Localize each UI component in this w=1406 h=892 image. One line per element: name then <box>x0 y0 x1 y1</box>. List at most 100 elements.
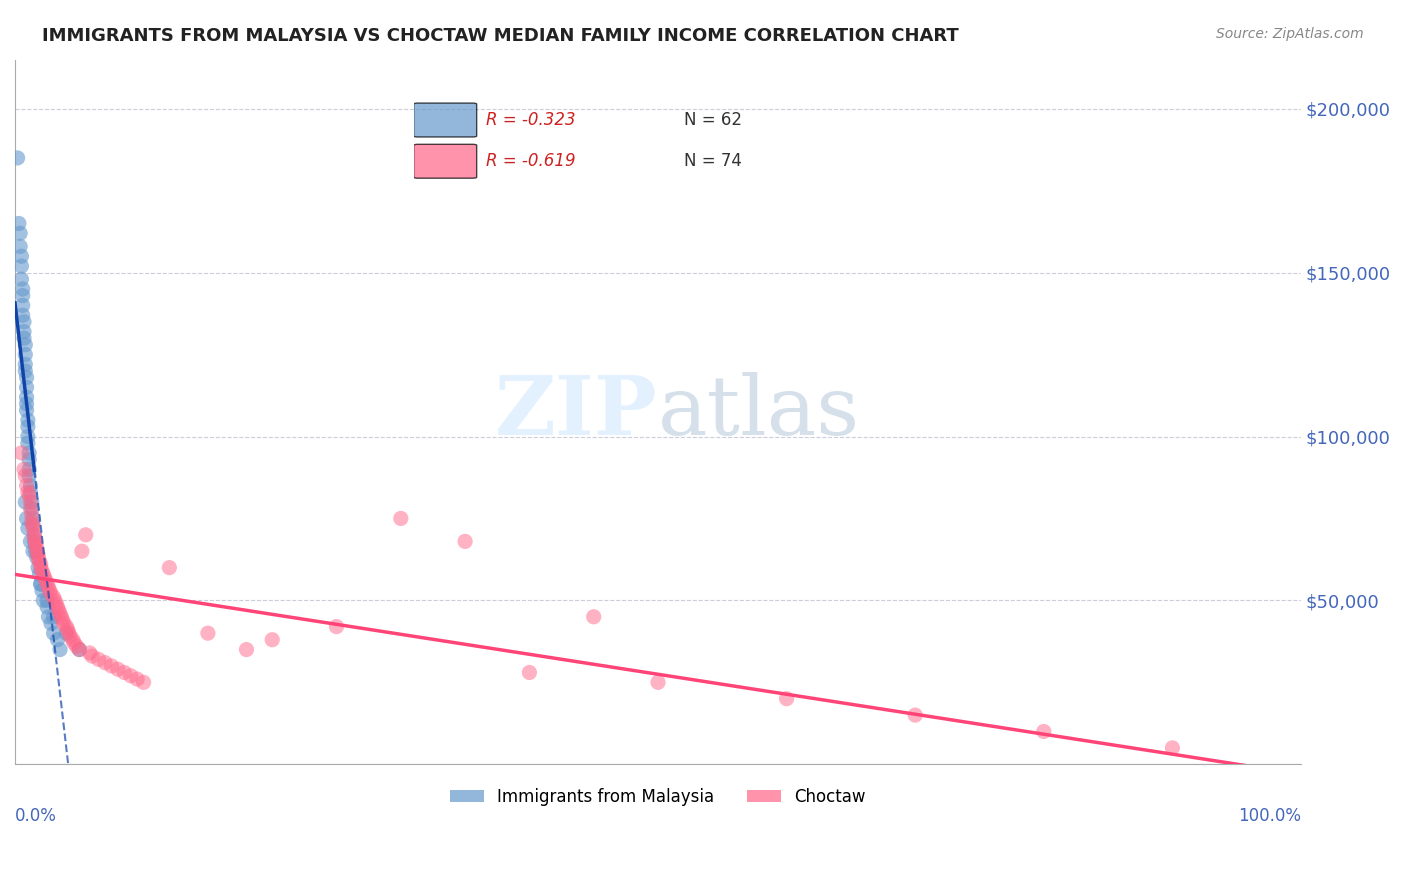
Point <box>13 325 35 339</box>
Point <box>582 609 605 624</box>
Point <box>17 485 39 500</box>
Point <box>10 259 32 273</box>
Point <box>22 528 45 542</box>
Point <box>21 495 44 509</box>
Point <box>13 331 35 345</box>
Point <box>15 511 38 525</box>
Point <box>79 646 101 660</box>
Point <box>49 607 72 621</box>
Point <box>37 609 59 624</box>
Point <box>18 462 41 476</box>
Text: 100.0%: 100.0% <box>1239 806 1301 824</box>
Text: atlas: atlas <box>658 372 860 452</box>
Point <box>22 534 45 549</box>
Point <box>22 528 45 542</box>
Point <box>49 642 72 657</box>
Point <box>25 541 48 555</box>
Point <box>30 577 52 591</box>
Point <box>59 630 82 644</box>
Point <box>13 462 35 476</box>
Point <box>37 599 59 614</box>
Point <box>15 380 38 394</box>
Point <box>647 675 669 690</box>
Point <box>22 531 45 545</box>
Point <box>20 485 42 500</box>
Legend: Immigrants from Malaysia, Choctaw: Immigrants from Malaysia, Choctaw <box>444 781 872 813</box>
Point <box>775 691 797 706</box>
Point <box>10 446 32 460</box>
Point <box>21 508 44 523</box>
Text: ZIP: ZIP <box>495 372 658 452</box>
Point <box>107 662 129 676</box>
Point <box>197 626 219 640</box>
Point <box>70 544 93 558</box>
Point <box>58 626 80 640</box>
Point <box>21 515 44 529</box>
Text: 0.0%: 0.0% <box>15 806 56 824</box>
Point <box>15 397 38 411</box>
Point <box>35 574 58 588</box>
Point <box>17 436 39 450</box>
Point <box>120 669 142 683</box>
Point <box>87 652 110 666</box>
Point <box>262 632 284 647</box>
Point <box>8 227 31 241</box>
Point <box>14 358 37 372</box>
Point <box>42 609 65 624</box>
Text: IMMIGRANTS FROM MALAYSIA VS CHOCTAW MEDIAN FAMILY INCOME CORRELATION CHART: IMMIGRANTS FROM MALAYSIA VS CHOCTAW MEDI… <box>42 27 959 45</box>
Point <box>15 478 38 492</box>
Point <box>14 468 37 483</box>
Point <box>52 616 75 631</box>
Point <box>15 390 38 404</box>
Point <box>31 564 53 578</box>
Point <box>46 599 69 614</box>
Point <box>37 593 59 607</box>
Point <box>20 534 42 549</box>
Point <box>389 511 412 525</box>
Point <box>14 364 37 378</box>
Point <box>25 550 48 565</box>
Point <box>66 640 89 654</box>
Point <box>100 659 122 673</box>
Point <box>30 577 52 591</box>
Point <box>37 580 59 594</box>
Point <box>82 649 104 664</box>
Point <box>46 632 69 647</box>
Point <box>94 656 117 670</box>
Point <box>127 672 149 686</box>
Point <box>904 708 927 723</box>
Point <box>17 521 39 535</box>
Point <box>18 446 41 460</box>
Point <box>30 560 52 574</box>
Text: Source: ZipAtlas.com: Source: ZipAtlas.com <box>1216 27 1364 41</box>
Point <box>11 282 34 296</box>
Point <box>67 642 90 657</box>
Point <box>7 217 30 231</box>
Point <box>48 603 70 617</box>
Point <box>39 616 62 631</box>
Point <box>21 521 44 535</box>
Point <box>20 495 42 509</box>
Point <box>1161 740 1184 755</box>
Point <box>18 489 41 503</box>
Point <box>21 544 44 558</box>
Point <box>14 495 37 509</box>
Point <box>519 665 541 680</box>
Point <box>34 570 56 584</box>
Point <box>10 272 32 286</box>
Point <box>42 626 65 640</box>
Point <box>17 419 39 434</box>
Point <box>25 544 48 558</box>
Point <box>45 597 67 611</box>
Point <box>44 593 66 607</box>
Point <box>13 315 35 329</box>
Point <box>15 370 38 384</box>
Point <box>454 534 477 549</box>
Point <box>27 548 49 562</box>
Point <box>18 468 41 483</box>
Point <box>8 239 31 253</box>
Point <box>11 288 34 302</box>
Point <box>30 558 52 572</box>
Point <box>55 626 77 640</box>
Point <box>11 308 34 322</box>
